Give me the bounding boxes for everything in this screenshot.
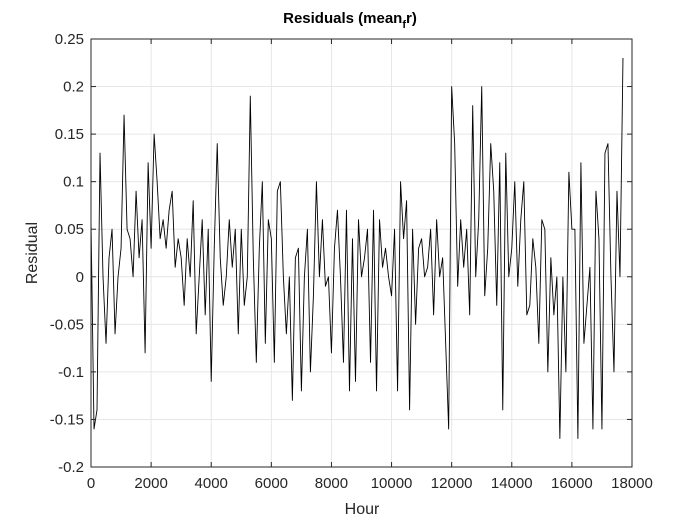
y-axis-label: Residual bbox=[24, 222, 41, 284]
axis-ticks bbox=[90, 38, 633, 468]
plot-area bbox=[91, 39, 632, 467]
y-tick-label: 0.2 bbox=[63, 79, 84, 96]
chart-title: Residuals (meanfr) bbox=[283, 10, 417, 31]
chart-title-main: Residuals (mean bbox=[283, 10, 402, 27]
y-tick-label: 0.25 bbox=[55, 31, 84, 48]
x-tick-label: 18000 bbox=[611, 475, 653, 492]
y-tick-label: 0.15 bbox=[55, 126, 84, 143]
residual-series-line bbox=[90, 58, 624, 439]
x-tick-label: 14000 bbox=[491, 475, 533, 492]
chart-title-subscript: f bbox=[402, 19, 406, 31]
x-tick-label: 16000 bbox=[551, 475, 593, 492]
y-tick-label: 0.05 bbox=[55, 221, 84, 238]
x-tick-labels: 0 2000 4000 6000 8000 10000 12000 14000 16000 180… bbox=[87, 475, 653, 492]
x-tick-label: 12000 bbox=[431, 475, 473, 492]
grid-lines bbox=[91, 39, 632, 467]
chart-title-tail: r) bbox=[406, 10, 417, 27]
y-tick-label: -0.15 bbox=[50, 411, 84, 428]
y-tick-label: 0 bbox=[76, 269, 84, 286]
y-tick-label: -0.1 bbox=[58, 364, 84, 381]
y-tick-labels: -0.2 -0.15 -0.1 -0.05 0 0.05 0.1 0.15 0.2 0.25 bbox=[50, 31, 84, 476]
x-tick-label: 4000 bbox=[195, 475, 228, 492]
x-tick-label: 8000 bbox=[315, 475, 348, 492]
y-tick-label: -0.05 bbox=[50, 316, 84, 333]
axes-box bbox=[90, 38, 633, 468]
y-tick-label: -0.2 bbox=[58, 459, 84, 476]
y-tick-label: 0.1 bbox=[63, 174, 84, 191]
x-tick-label: 2000 bbox=[134, 475, 167, 492]
x-axis-label: Hour bbox=[345, 501, 380, 518]
x-tick-label: 10000 bbox=[371, 475, 413, 492]
x-tick-label: 0 bbox=[87, 475, 95, 492]
x-tick-label: 6000 bbox=[255, 475, 288, 492]
